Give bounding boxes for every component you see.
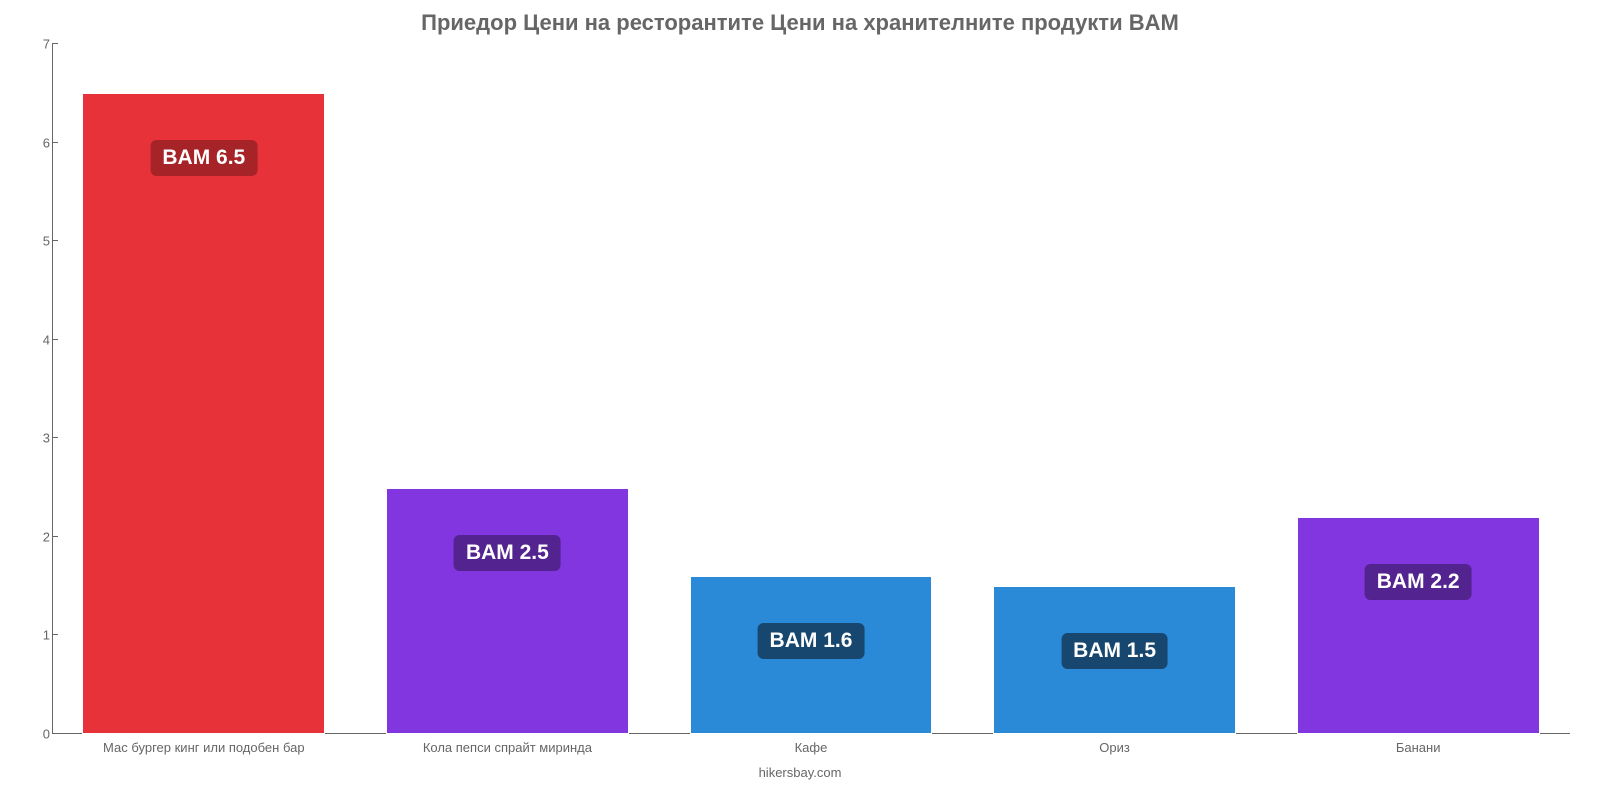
plot-area: 01234567 BAM 6.5BAM 2.5BAM 1.6BAM 1.5BAM…: [52, 44, 1570, 734]
y-axis: 01234567: [30, 44, 52, 734]
y-tick-label: 1: [30, 628, 50, 643]
chart-title: Приедор Цени на ресторантите Цени на хра…: [30, 10, 1570, 36]
y-tick-label: 7: [30, 37, 50, 52]
bar-value-label: BAM 6.5: [150, 140, 257, 176]
y-tick-label: 4: [30, 332, 50, 347]
bar: BAM 1.6: [690, 576, 933, 734]
y-tick-label: 6: [30, 135, 50, 150]
bar: BAM 2.5: [386, 488, 629, 734]
bar: BAM 2.2: [1297, 517, 1540, 734]
x-axis-labels: Мас бургер кинг или подобен барКола пепс…: [52, 740, 1570, 755]
bar: BAM 6.5: [82, 93, 325, 734]
bars-container: BAM 6.5 BAM 2.5 BAM 1.6 BAM 1.5 BAM 2.2: [52, 44, 1570, 734]
bar: BAM 1.5: [993, 586, 1236, 734]
bar-slot: BAM 1.5: [963, 44, 1267, 734]
x-tick-label: Кола пепси спрайт миринда: [356, 740, 660, 755]
bar-value-label: BAM 1.6: [758, 623, 865, 659]
x-tick-label: Кафе: [659, 740, 963, 755]
y-tick-label: 5: [30, 234, 50, 249]
x-tick-label: Банани: [1266, 740, 1570, 755]
y-tick-label: 0: [30, 727, 50, 742]
bar-value-label: BAM 2.2: [1365, 564, 1472, 600]
bar-value-label: BAM 1.5: [1061, 633, 1168, 669]
price-bar-chart: Приедор Цени на ресторантите Цени на хра…: [0, 0, 1600, 800]
y-tick-label: 3: [30, 431, 50, 446]
chart-footer: hikersbay.com: [30, 765, 1570, 780]
bar-value-label: BAM 2.5: [454, 535, 561, 571]
bar-slot: BAM 2.2: [1266, 44, 1570, 734]
bar-slot: BAM 1.6: [659, 44, 963, 734]
x-tick-label: Ориз: [963, 740, 1267, 755]
y-tick-label: 2: [30, 529, 50, 544]
bar-slot: BAM 2.5: [356, 44, 660, 734]
bar-slot: BAM 6.5: [52, 44, 356, 734]
x-tick-label: Мас бургер кинг или подобен бар: [52, 740, 356, 755]
